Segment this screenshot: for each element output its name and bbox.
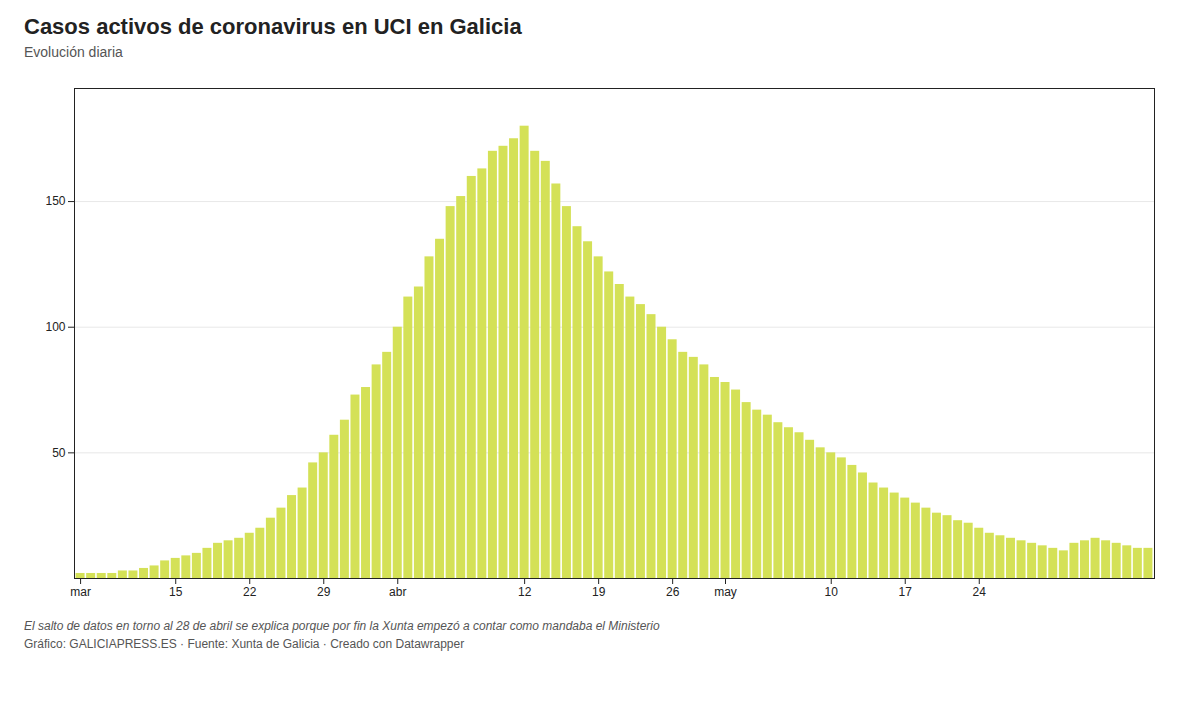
svg-text:100: 100 — [45, 320, 65, 334]
svg-text:24: 24 — [973, 585, 987, 599]
html-text:Gráfico: GALICIAPRESS.ES · Fue: Gráfico: GALICIAPRESS.ES · Fuente: Xunta… — [24, 637, 465, 651]
svg-text:15: 15 — [169, 585, 183, 599]
svg-text:mar: mar — [70, 585, 91, 599]
svg-text:22: 22 — [243, 585, 257, 599]
svg-text:17: 17 — [899, 585, 913, 599]
html-text:Casos activos de coronavirus e: Casos activos de coronavirus en UCI en G… — [24, 14, 522, 39]
svg-text:26: 26 — [666, 585, 680, 599]
html-text:El salto de datos en torno al: El salto de datos en torno al 28 de abri… — [24, 619, 660, 633]
svg-text:12: 12 — [518, 585, 532, 599]
html-text:Evolución diaria: Evolución diaria — [24, 44, 123, 60]
svg-text:50: 50 — [52, 446, 66, 460]
svg-text:10: 10 — [825, 585, 839, 599]
svg-text:150: 150 — [45, 194, 65, 208]
svg-text:19: 19 — [592, 585, 606, 599]
svg-text:abr: abr — [389, 585, 406, 599]
svg-text:29: 29 — [317, 585, 331, 599]
svg-text:may: may — [714, 585, 737, 599]
